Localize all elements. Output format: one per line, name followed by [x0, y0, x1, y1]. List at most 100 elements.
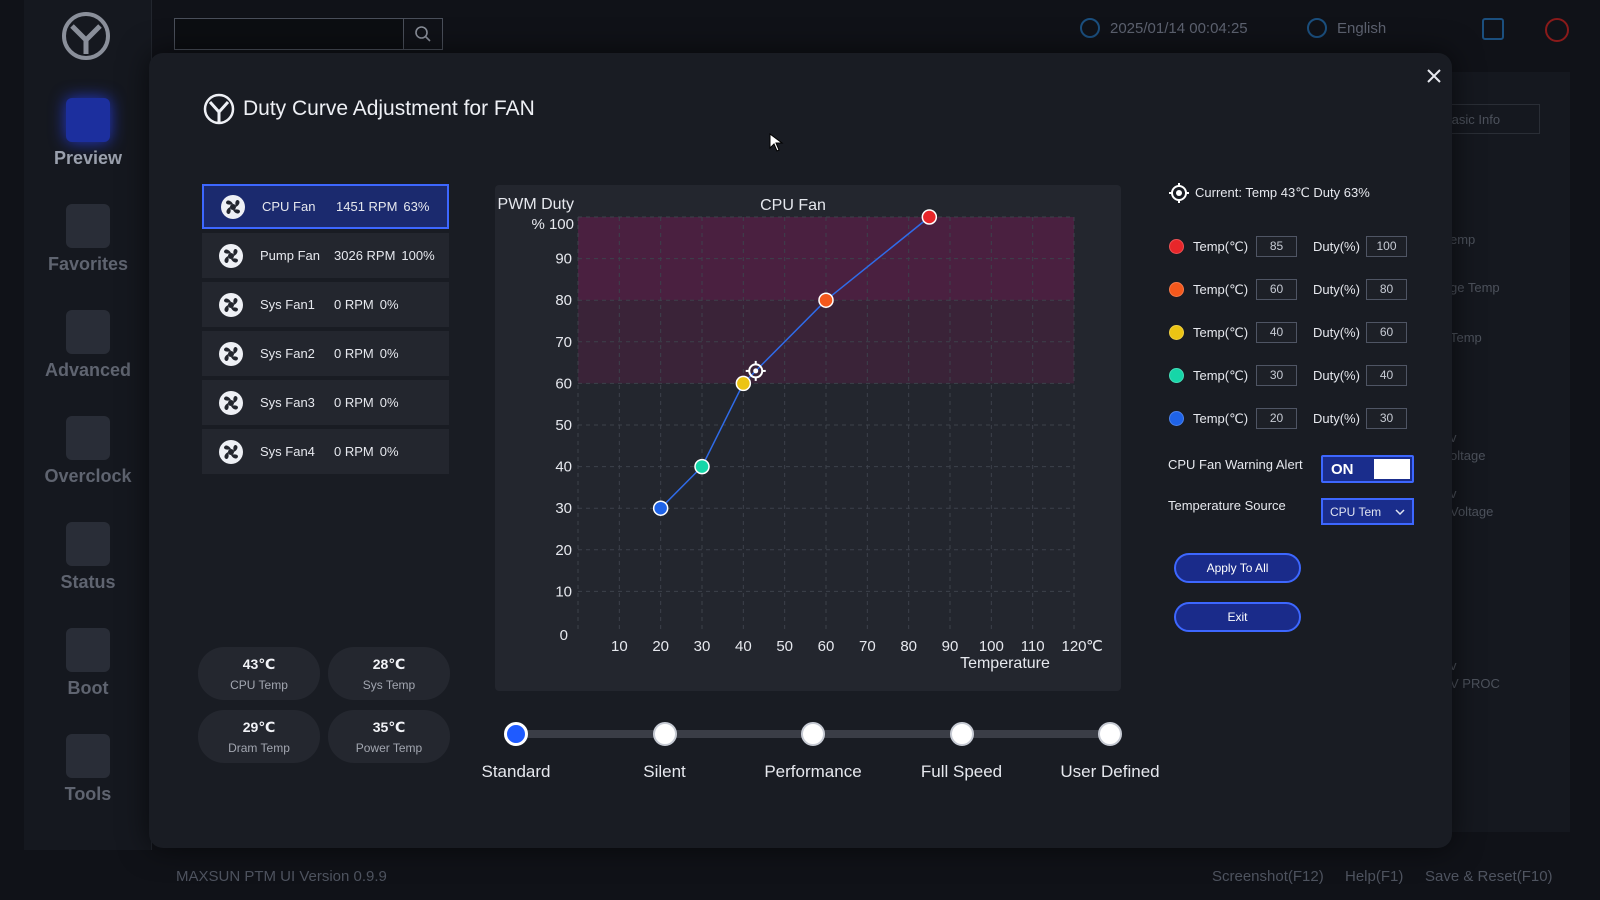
- curve-point[interactable]: [694, 458, 710, 475]
- tools-icon: [66, 734, 110, 778]
- temp-label: Temp(℃): [1193, 281, 1249, 297]
- globe-icon: [1307, 18, 1327, 38]
- power-temp-card: 35℃ Power Temp: [328, 710, 450, 763]
- duty-curve-dialog: Duty Curve Adjustment for FAN CPU Fan 145…: [149, 53, 1452, 848]
- y-tick-label: 10: [555, 583, 572, 600]
- fan-duty: 0%: [379, 395, 399, 410]
- curve-point[interactable]: [921, 209, 938, 225]
- y-tick-label: 30: [555, 500, 572, 517]
- fan-name: Sys Fan4: [260, 444, 315, 459]
- screenshot-link[interactable]: Screenshot(F12): [1212, 868, 1324, 885]
- curve-point-editor: Temp(℃) 85 Duty(%) 100 Temp(℃) 60 Duty(%) 80 Tem…: [1169, 225, 1407, 440]
- preset-label: User Defined: [1060, 762, 1160, 781]
- apply-to-all-button[interactable]: Apply To All: [1174, 553, 1301, 583]
- bg-label: v: [1450, 430, 1457, 445]
- duty-input[interactable]: 80: [1366, 279, 1407, 300]
- preset-knob: [949, 722, 974, 746]
- current-point-center: [753, 368, 759, 374]
- search-input[interactable]: [174, 18, 404, 50]
- preset-option[interactable]: Standard: [456, 712, 576, 782]
- crosshair-icon: [1169, 183, 1189, 203]
- fan-item[interactable]: Pump Fan 3026 RPM 100%: [202, 233, 449, 278]
- fan-duty: 0%: [379, 444, 399, 459]
- exit-button[interactable]: Exit: [1174, 602, 1301, 632]
- fan-list: CPU Fan 1451 RPM 63% Pump Fan 3026 RPM 100% Sy…: [202, 184, 449, 478]
- sidebar-item-favorites[interactable]: Favorites: [24, 204, 152, 275]
- duty-input[interactable]: 60: [1366, 322, 1407, 343]
- fan-item[interactable]: CPU Fan 1451 RPM 63%: [202, 184, 449, 229]
- x-tick-label: 20: [652, 638, 669, 655]
- x-tick-label: 60: [818, 638, 835, 655]
- fan-rpm: 0 RPM: [334, 346, 374, 361]
- duty-input[interactable]: 30: [1366, 408, 1407, 429]
- sidebar-item-advanced[interactable]: Advanced: [24, 310, 152, 381]
- toggle-knob: [1374, 459, 1410, 479]
- sidebar-item-boot[interactable]: Boot: [24, 628, 152, 699]
- bg-label: v: [1450, 486, 1457, 501]
- preset-option[interactable]: User Defined: [1050, 712, 1170, 782]
- curve-point[interactable]: [735, 375, 752, 392]
- temp-value: 35℃: [372, 719, 406, 735]
- y-axis-title: PWM Duty: [498, 196, 574, 213]
- warning-alert-toggle[interactable]: ON: [1321, 455, 1414, 483]
- duty-input[interactable]: 100: [1366, 236, 1407, 257]
- preset-option[interactable]: Silent: [605, 712, 725, 782]
- toggle-state: ON: [1331, 461, 1354, 478]
- fan-rpm: 0 RPM: [334, 297, 374, 312]
- language-selector[interactable]: English: [1307, 18, 1386, 38]
- save-reset-link[interactable]: Save & Reset(F10): [1425, 868, 1553, 885]
- preset-option[interactable]: Performance: [753, 712, 873, 782]
- fan-item[interactable]: Sys Fan4 0 RPM 0%: [202, 429, 449, 474]
- preset-label: Full Speed: [920, 762, 1003, 781]
- temp-input[interactable]: 60: [1256, 279, 1297, 300]
- temp-input[interactable]: 30: [1256, 365, 1297, 386]
- duty-curve-chart[interactable]: 10 20 30 40 50 60 70 80 90 10 20 30 40 50 60 70 80 90 100 1…: [495, 185, 1121, 691]
- sidebar-item-preview[interactable]: Preview: [24, 98, 152, 169]
- dialog-title: Duty Curve Adjustment for FAN: [243, 97, 535, 120]
- fan-rpm: 3026 RPM: [334, 248, 396, 263]
- fan-name: Sys Fan1: [260, 297, 315, 312]
- sidebar-item-overclock[interactable]: Overclock: [24, 416, 152, 487]
- temp-input[interactable]: 20: [1256, 408, 1297, 429]
- point-color-dot: [1169, 411, 1184, 426]
- right-panel-background: emp ge Temp Temp v oltage v Voltage v V …: [1430, 72, 1570, 832]
- x-tick-label: 10: [611, 638, 628, 655]
- curve-point-row: Temp(℃) 40 Duty(%) 60: [1169, 311, 1407, 354]
- search-button[interactable]: [403, 18, 443, 50]
- fan-item[interactable]: Sys Fan1 0 RPM 0%: [202, 282, 449, 327]
- temperature-source-select[interactable]: CPU Tem: [1321, 498, 1414, 525]
- current-text: Current: Temp 43℃ Duty 63%: [1195, 185, 1370, 200]
- close-button[interactable]: [1422, 64, 1446, 88]
- power-icon[interactable]: [1545, 18, 1569, 42]
- x-tick-label: 100: [979, 638, 1004, 655]
- temp-label: Sys Temp: [362, 678, 416, 692]
- temp-label: CPU Temp: [230, 678, 288, 692]
- fan-item[interactable]: Sys Fan2 0 RPM 0%: [202, 331, 449, 376]
- temperature-cards: 43℃ CPU Temp 28℃ Sys Temp 29℃ Dram Temp …: [198, 647, 450, 763]
- y-tick-label: 70: [555, 334, 572, 351]
- preset-knob: [801, 722, 825, 746]
- temp-label: Temp(℃): [1193, 238, 1249, 254]
- temp-value: 28℃: [372, 656, 406, 672]
- x-tick-label: 30: [694, 638, 711, 655]
- cpu-temp-card: 43℃ CPU Temp: [198, 647, 320, 700]
- x-tick-label: 50: [776, 638, 793, 655]
- fan-item[interactable]: Sys Fan3 0 RPM 0%: [202, 380, 449, 425]
- sidebar-item-status[interactable]: Status: [24, 522, 152, 593]
- preset-slider: Standard Silent Performance Full Speed User …: [482, 712, 1160, 802]
- select-value: CPU Tem: [1330, 504, 1382, 519]
- x-axis-title: Temperature: [960, 655, 1050, 672]
- bg-label: v: [1450, 658, 1457, 673]
- duty-input[interactable]: 40: [1366, 365, 1407, 386]
- duty-curve-svg[interactable]: 10 20 30 40 50 60 70 80 90 10 20 30 40 50 60 70 80 90 100 1…: [495, 185, 1121, 691]
- sidebar-item-tools[interactable]: Tools: [24, 734, 152, 805]
- gauge-icon: [66, 522, 110, 566]
- temp-input[interactable]: 40: [1256, 322, 1297, 343]
- preset-option[interactable]: Full Speed: [902, 712, 1022, 782]
- curve-point[interactable]: [818, 292, 834, 308]
- save-icon[interactable]: [1482, 18, 1504, 40]
- temp-input[interactable]: 85: [1256, 236, 1297, 257]
- x-tick-label: 110: [1021, 638, 1045, 655]
- curve-point[interactable]: [652, 500, 669, 516]
- help-link[interactable]: Help(F1): [1345, 868, 1404, 885]
